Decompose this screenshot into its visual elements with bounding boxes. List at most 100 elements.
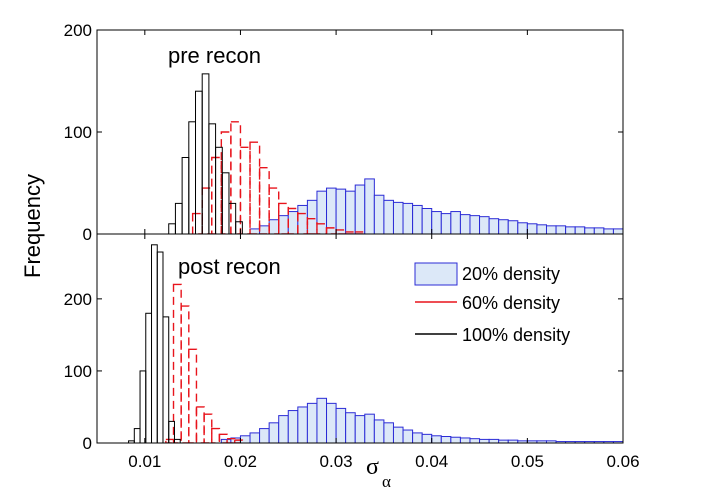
histogram-bar (402, 202, 414, 234)
histogram-bar (306, 199, 318, 234)
histogram-bar (287, 410, 299, 443)
histogram-bar (218, 433, 228, 443)
histogram-bar (201, 187, 213, 234)
histogram-bar (526, 223, 538, 234)
histogram-bar (287, 211, 299, 234)
histogram-bar (325, 227, 337, 234)
histogram-bar (268, 422, 280, 443)
histogram-bar (642, 229, 652, 234)
x-tick-label: 0.05 (511, 452, 544, 471)
histogram-bar (249, 228, 261, 234)
histogram-bar (139, 370, 147, 443)
histogram-bar (373, 194, 385, 234)
series-100-density (128, 244, 181, 443)
histogram-bar (421, 433, 433, 443)
legend-swatch-patch (414, 262, 458, 286)
y-axis-label: Frequency (20, 174, 45, 278)
histogram-bar (180, 305, 190, 443)
panel-frame (96, 233, 624, 444)
histogram-bar (517, 222, 528, 234)
histogram-bar (671, 230, 681, 234)
histogram-bar (168, 223, 176, 234)
histogram-bar (235, 221, 243, 234)
series-60-density (191, 121, 366, 234)
legend-label: 20% density (462, 264, 560, 284)
histogram-bar (211, 156, 223, 234)
histogram-bar (469, 215, 481, 234)
histogram-bar (249, 432, 261, 443)
x-tick-label: 0.02 (224, 452, 257, 471)
histogram-bar (258, 166, 270, 234)
histogram-bar (354, 184, 366, 234)
series-100-density (168, 73, 243, 234)
histogram-bar (392, 201, 404, 234)
histogram-bar (488, 438, 500, 443)
y-tick-label: 100 (64, 362, 92, 381)
histogram-bar (392, 426, 404, 443)
histogram-bar (287, 207, 299, 234)
histogram-bar (633, 229, 643, 234)
histogram-bar (344, 231, 356, 234)
histogram-bar (195, 406, 205, 443)
histogram-bar (421, 208, 433, 234)
histogram-bar (174, 202, 183, 234)
x-tick-labels: 0.01 0.02 0.03 0.04 0.05 0.06 (128, 452, 639, 471)
histogram-bar (145, 312, 153, 443)
histogram-bar (584, 227, 595, 234)
legend-label: 60% density (462, 293, 560, 313)
histogram-bar (239, 146, 251, 234)
histogram-bar (498, 219, 509, 234)
histogram-bar (191, 212, 203, 234)
y-tick-label: 200 (64, 290, 92, 309)
series-60-density (165, 283, 244, 443)
y-tick-label: 100 (64, 123, 92, 142)
histogram-bar (450, 436, 461, 443)
histogram-bar (156, 251, 164, 443)
panel-pre-recon: 0 100 200 pre recon (64, 21, 681, 244)
series-20-density (249, 178, 681, 234)
histogram-bar (259, 225, 270, 234)
histogram-bar (151, 244, 158, 443)
panel-title: post recon (178, 254, 281, 279)
histogram-bar (354, 415, 366, 443)
histogram-bar (383, 422, 394, 443)
histogram-bar (364, 178, 375, 234)
x-axis-label-alpha: α (382, 472, 391, 491)
histogram-bar (412, 204, 423, 234)
histogram-bar (479, 438, 490, 443)
histogram-bar (345, 190, 356, 234)
histogram-bar (383, 199, 394, 234)
histogram-bar (172, 283, 182, 443)
histogram-bar (661, 230, 671, 234)
histogram-bar (278, 215, 289, 234)
histogram-bar (162, 316, 170, 443)
histogram-bar (469, 438, 481, 443)
histogram-bar (593, 227, 605, 234)
histogram-bar (220, 131, 232, 234)
histogram-bar (335, 407, 347, 443)
histogram-bar (201, 73, 210, 234)
panel-title: pre recon (168, 43, 261, 68)
histogram-bar (354, 231, 366, 234)
histogram-bar (450, 211, 461, 234)
histogram-bar (133, 428, 141, 443)
histogram-bar (612, 228, 623, 234)
histogram-bar (249, 141, 261, 234)
histogram-bar (574, 226, 586, 234)
histogram-bar (316, 397, 328, 443)
x-axis-label: σ α (366, 454, 391, 491)
legend-entry: 20% density (414, 262, 560, 286)
x-tick-label: 0.04 (415, 452, 448, 471)
histogram-bar (431, 435, 442, 443)
histogram-bar (622, 229, 623, 234)
y-tick-label: 0 (83, 225, 92, 244)
x-tick-label: 0.01 (128, 452, 161, 471)
histogram-bar (165, 438, 175, 443)
histogram-bar (168, 420, 175, 443)
histogram-bar (364, 413, 375, 443)
histogram-bar (345, 412, 356, 443)
y-tick-label: 200 (64, 21, 92, 40)
x-tick-label: 0.03 (320, 452, 353, 471)
histogram-bar (565, 226, 576, 234)
x-axis-label-sigma: σ (366, 454, 379, 480)
